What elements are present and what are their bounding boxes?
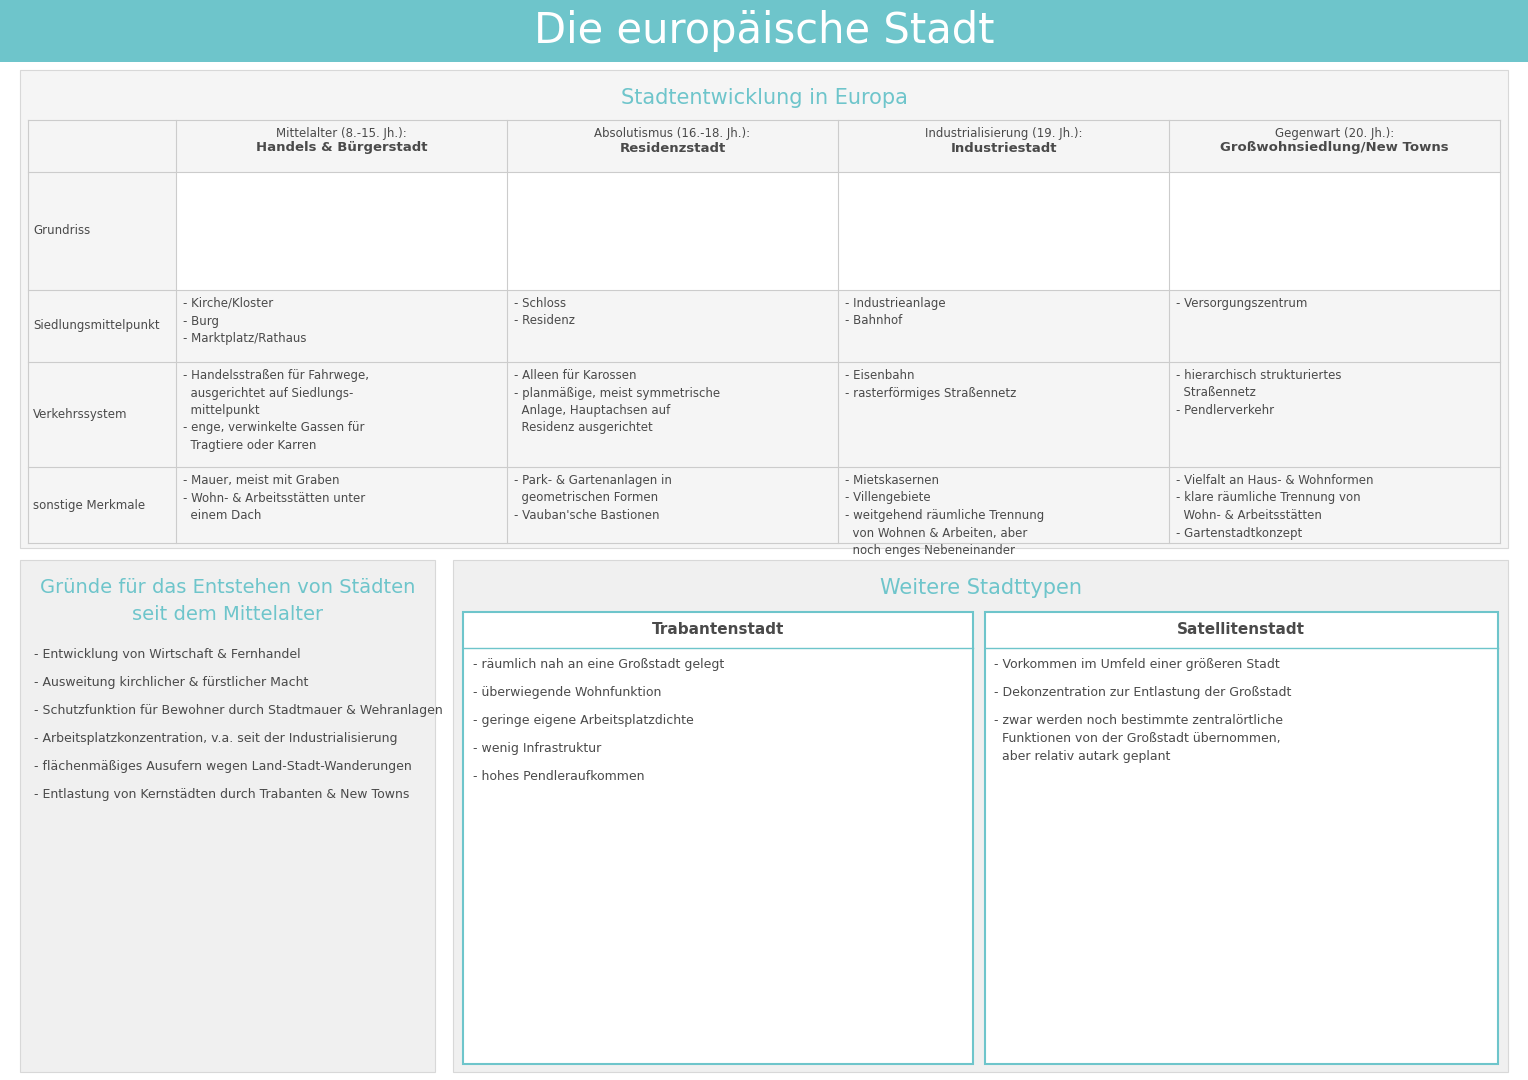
Text: - wenig Infrastruktur: - wenig Infrastruktur (474, 742, 601, 755)
Text: - Kirche/Kloster
- Burg
- Marktplatz/Rathaus: - Kirche/Kloster - Burg - Marktplatz/Rat… (183, 297, 307, 345)
Text: Stadtentwicklung in Europa: Stadtentwicklung in Europa (620, 87, 908, 108)
Bar (984, 612, 1497, 1064)
Text: - Mauer, meist mit Graben
- Wohn- & Arbeitsstätten unter
  einem Dach: - Mauer, meist mit Graben - Wohn- & Arbe… (183, 474, 365, 522)
Text: - zwar werden noch bestimmte zentralörtliche
  Funktionen von der Großstadt über: - zwar werden noch bestimmte zentralörtl… (995, 714, 1284, 762)
Text: - hohes Pendleraufkommen: - hohes Pendleraufkommen (474, 770, 645, 783)
Text: Trabantenstadt: Trabantenstadt (651, 622, 784, 637)
Text: - Handelsstraßen für Fahrwege,
  ausgerichtet auf Siedlungs-
  mittelpunkt
- eng: - Handelsstraßen für Fahrwege, ausgerich… (183, 369, 368, 453)
Text: Mittelalter (8.-15. Jh.):: Mittelalter (8.-15. Jh.): (277, 126, 406, 139)
Bar (176, 172, 1500, 291)
Text: - hierarchisch strukturiertes
  Straßennetz
- Pendlerverkehr: - hierarchisch strukturiertes Straßennet… (1177, 369, 1342, 417)
Text: Industriestadt: Industriestadt (950, 141, 1057, 154)
Text: - überwiegende Wohnfunktion: - überwiegende Wohnfunktion (474, 686, 662, 699)
Text: Weitere Stadttypen: Weitere Stadttypen (880, 578, 1082, 598)
Text: Großwohnsiedlung/New Towns: Großwohnsiedlung/New Towns (1221, 141, 1449, 154)
Text: Satellitenstadt: Satellitenstadt (1177, 622, 1305, 637)
Text: - Entlastung von Kernstädten durch Trabanten & New Towns: - Entlastung von Kernstädten durch Traba… (34, 788, 410, 801)
Text: Gründe für das Entstehen von Städten
seit dem Mittelalter: Gründe für das Entstehen von Städten sei… (40, 578, 416, 623)
Text: - Arbeitsplatzkonzentration, v.a. seit der Industrialisierung: - Arbeitsplatzkonzentration, v.a. seit d… (34, 732, 397, 745)
Text: - Dekonzentration zur Entlastung der Großstadt: - Dekonzentration zur Entlastung der Gro… (995, 686, 1291, 699)
Text: Absolutismus (16.-18. Jh.):: Absolutismus (16.-18. Jh.): (594, 126, 750, 139)
Text: sonstige Merkmale: sonstige Merkmale (34, 499, 145, 512)
Text: Grundriss: Grundriss (34, 225, 90, 238)
Bar (0, 0, 1528, 62)
Text: Verkehrssystem: Verkehrssystem (34, 408, 127, 421)
Text: - Park- & Gartenanlagen in
  geometrischen Formen
- Vauban'sche Bastionen: - Park- & Gartenanlagen in geometrischen… (513, 474, 672, 522)
Bar (20, 70, 1508, 548)
Text: - geringe eigene Arbeitsplatzdichte: - geringe eigene Arbeitsplatzdichte (474, 714, 694, 727)
Text: - Schloss
- Residenz: - Schloss - Residenz (513, 297, 575, 327)
Text: - Vorkommen im Umfeld einer größeren Stadt: - Vorkommen im Umfeld einer größeren Sta… (995, 658, 1280, 671)
Text: - Alleen für Karossen
- planmäßige, meist symmetrische
  Anlage, Hauptachsen auf: - Alleen für Karossen - planmäßige, meis… (513, 369, 720, 434)
Text: - räumlich nah an eine Großstadt gelegt: - räumlich nah an eine Großstadt gelegt (474, 658, 724, 671)
Bar (20, 561, 435, 1072)
Text: Gegenwart (20. Jh.):: Gegenwart (20. Jh.): (1274, 126, 1394, 139)
Text: - Eisenbahn
- rasterförmiges Straßennetz: - Eisenbahn - rasterförmiges Straßennetz (845, 369, 1016, 400)
Text: Die europäische Stadt: Die europäische Stadt (533, 10, 995, 52)
Text: Handels & Bürgerstadt: Handels & Bürgerstadt (255, 141, 428, 154)
Text: - Ausweitung kirchlicher & fürstlicher Macht: - Ausweitung kirchlicher & fürstlicher M… (34, 676, 309, 689)
Text: - Industrieanlage
- Bahnhof: - Industrieanlage - Bahnhof (845, 297, 946, 327)
Text: Siedlungsmittelpunkt: Siedlungsmittelpunkt (34, 320, 159, 333)
Text: - Mietskasernen
- Villengebiete
- weitgehend räumliche Trennung
  von Wohnen & A: - Mietskasernen - Villengebiete - weitge… (845, 474, 1044, 557)
Text: - Vielfalt an Haus- & Wohnformen
- klare räumliche Trennung von
  Wohn- & Arbeit: - Vielfalt an Haus- & Wohnformen - klare… (1177, 474, 1374, 540)
Text: Residenzstadt: Residenzstadt (619, 141, 726, 154)
Text: - Versorgungszentrum: - Versorgungszentrum (1177, 297, 1308, 310)
Text: - Schutzfunktion für Bewohner durch Stadtmauer & Wehranlagen: - Schutzfunktion für Bewohner durch Stad… (34, 704, 443, 717)
Bar (452, 561, 1508, 1072)
Text: - flächenmäßiges Ausufern wegen Land-Stadt-Wanderungen: - flächenmäßiges Ausufern wegen Land-Sta… (34, 760, 411, 773)
Text: - Entwicklung von Wirtschaft & Fernhandel: - Entwicklung von Wirtschaft & Fernhande… (34, 648, 301, 661)
Bar (463, 612, 972, 1064)
Text: Industrialisierung (19. Jh.):: Industrialisierung (19. Jh.): (924, 126, 1082, 139)
